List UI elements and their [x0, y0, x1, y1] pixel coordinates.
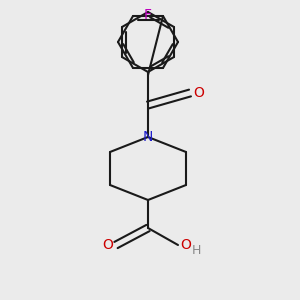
Text: O: O	[180, 238, 191, 252]
Text: H: H	[192, 244, 201, 256]
Text: O: O	[193, 86, 204, 100]
Text: N: N	[143, 130, 153, 144]
Text: O: O	[102, 238, 113, 252]
Text: F: F	[144, 8, 152, 22]
